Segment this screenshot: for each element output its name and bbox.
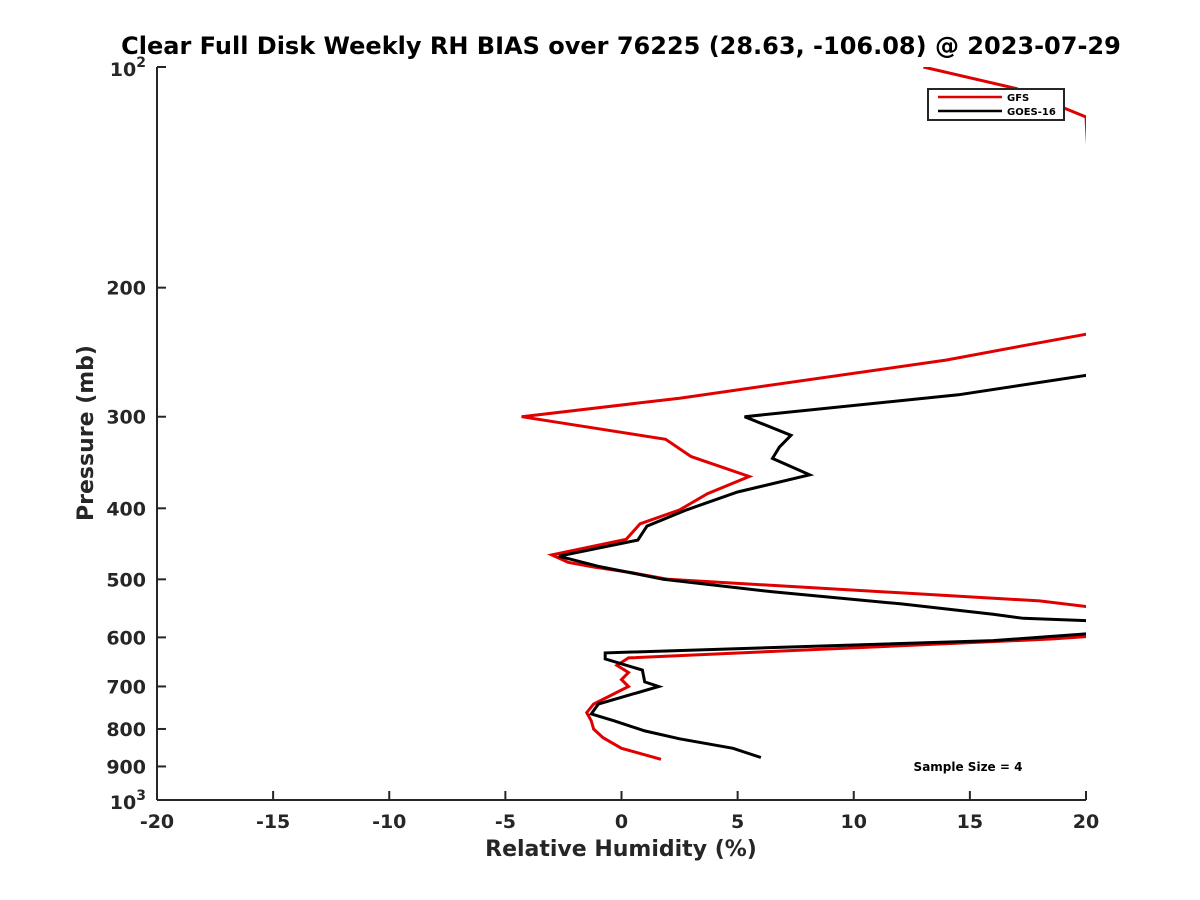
- x-tick-label: 0: [615, 811, 628, 833]
- legend: GFS GOES-16: [927, 88, 1065, 121]
- x-axis-label: Relative Humidity (%): [485, 837, 757, 862]
- x-tick-label: -20: [140, 811, 174, 833]
- x-tick-label: 20: [1073, 811, 1099, 833]
- y-axis-label: Pressure (mb): [74, 345, 99, 521]
- legend-box: [927, 88, 1065, 121]
- y-tick-label: 700: [106, 676, 146, 698]
- x-tick-label: 15: [957, 811, 983, 833]
- y-tick-label: 300: [106, 407, 146, 429]
- x-ticks: -20 -15 -10 -5 0 5 10 15 20: [140, 791, 1099, 833]
- x-tick-label: 10: [841, 811, 867, 833]
- y-tick-label: 200: [106, 278, 146, 300]
- x-tick-label: -10: [372, 811, 406, 833]
- y-tick-label: 900: [106, 756, 146, 778]
- x-tick-label: -15: [256, 811, 290, 833]
- y-tick-label: 600: [106, 627, 146, 649]
- legend-label-goes16: GOES-16: [1007, 107, 1056, 118]
- y-tick-label: 102: [110, 55, 146, 81]
- y-tick-label: 400: [106, 498, 146, 520]
- x-tick-label: 5: [731, 811, 744, 833]
- chart-title: Clear Full Disk Weekly RH BIAS over 7622…: [121, 32, 1121, 60]
- y-ticks: 102 200 300 400 500 600 700 800 900 103: [106, 55, 166, 814]
- x-tick-label: -5: [495, 811, 516, 833]
- legend-label-gfs: GFS: [1007, 93, 1029, 104]
- sample-size-annotation: Sample Size = 4: [914, 760, 1023, 774]
- y-tick-label: 103: [110, 788, 146, 814]
- series-layer: [521, 67, 1086, 761]
- y-tick-label: 500: [106, 569, 146, 591]
- y-tick-label: 800: [106, 719, 146, 741]
- series-line-goes16: [558, 373, 1086, 759]
- series-line-gfs: [521, 67, 1086, 761]
